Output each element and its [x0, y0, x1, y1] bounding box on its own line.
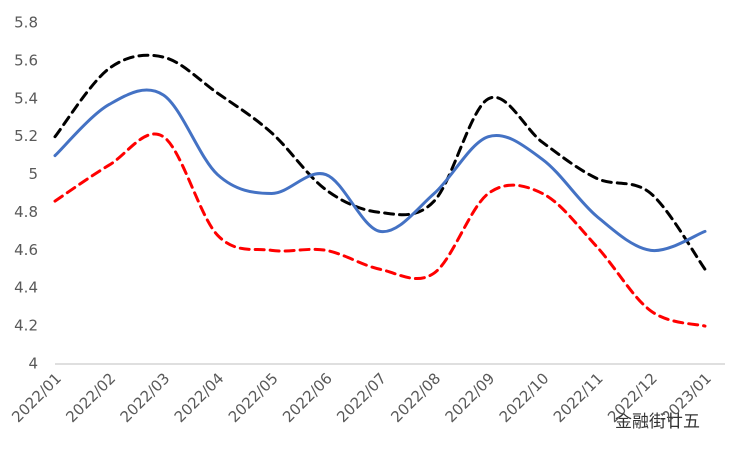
x-tick-label: 2022/03	[117, 369, 174, 426]
y-tick-label: 4.8	[14, 203, 38, 221]
y-tick-label: 4.2	[14, 317, 38, 335]
y-tick-label: 4	[28, 355, 38, 373]
x-tick-label: 2022/05	[225, 369, 282, 426]
y-tick-label: 5.6	[14, 51, 38, 69]
y-tick-label: 4.4	[14, 279, 38, 297]
x-tick-label: 2022/08	[387, 369, 444, 426]
x-tick-label: 2022/07	[333, 369, 390, 426]
y-tick-label: 5.8	[14, 14, 38, 32]
y-tick-label: 5.4	[14, 89, 38, 107]
series-line	[53, 132, 707, 328]
x-tick-label: 2022/09	[442, 369, 499, 426]
x-tick-label: 2022/02	[62, 369, 119, 426]
series-line	[53, 88, 707, 252]
y-tick-label: 5.2	[14, 127, 38, 145]
watermark: 金融街廿五	[615, 412, 700, 432]
x-tick-label: 2022/11	[550, 369, 607, 426]
y-tick-label: 4.6	[14, 241, 38, 259]
y-tick-label: 5	[28, 165, 38, 183]
x-tick-label: 2022/04	[171, 369, 228, 426]
x-tick-label: 2022/10	[496, 369, 553, 426]
series-line	[53, 53, 707, 271]
x-tick-label: 2022/06	[279, 369, 336, 426]
x-tick-label: 2022/01	[8, 369, 65, 426]
